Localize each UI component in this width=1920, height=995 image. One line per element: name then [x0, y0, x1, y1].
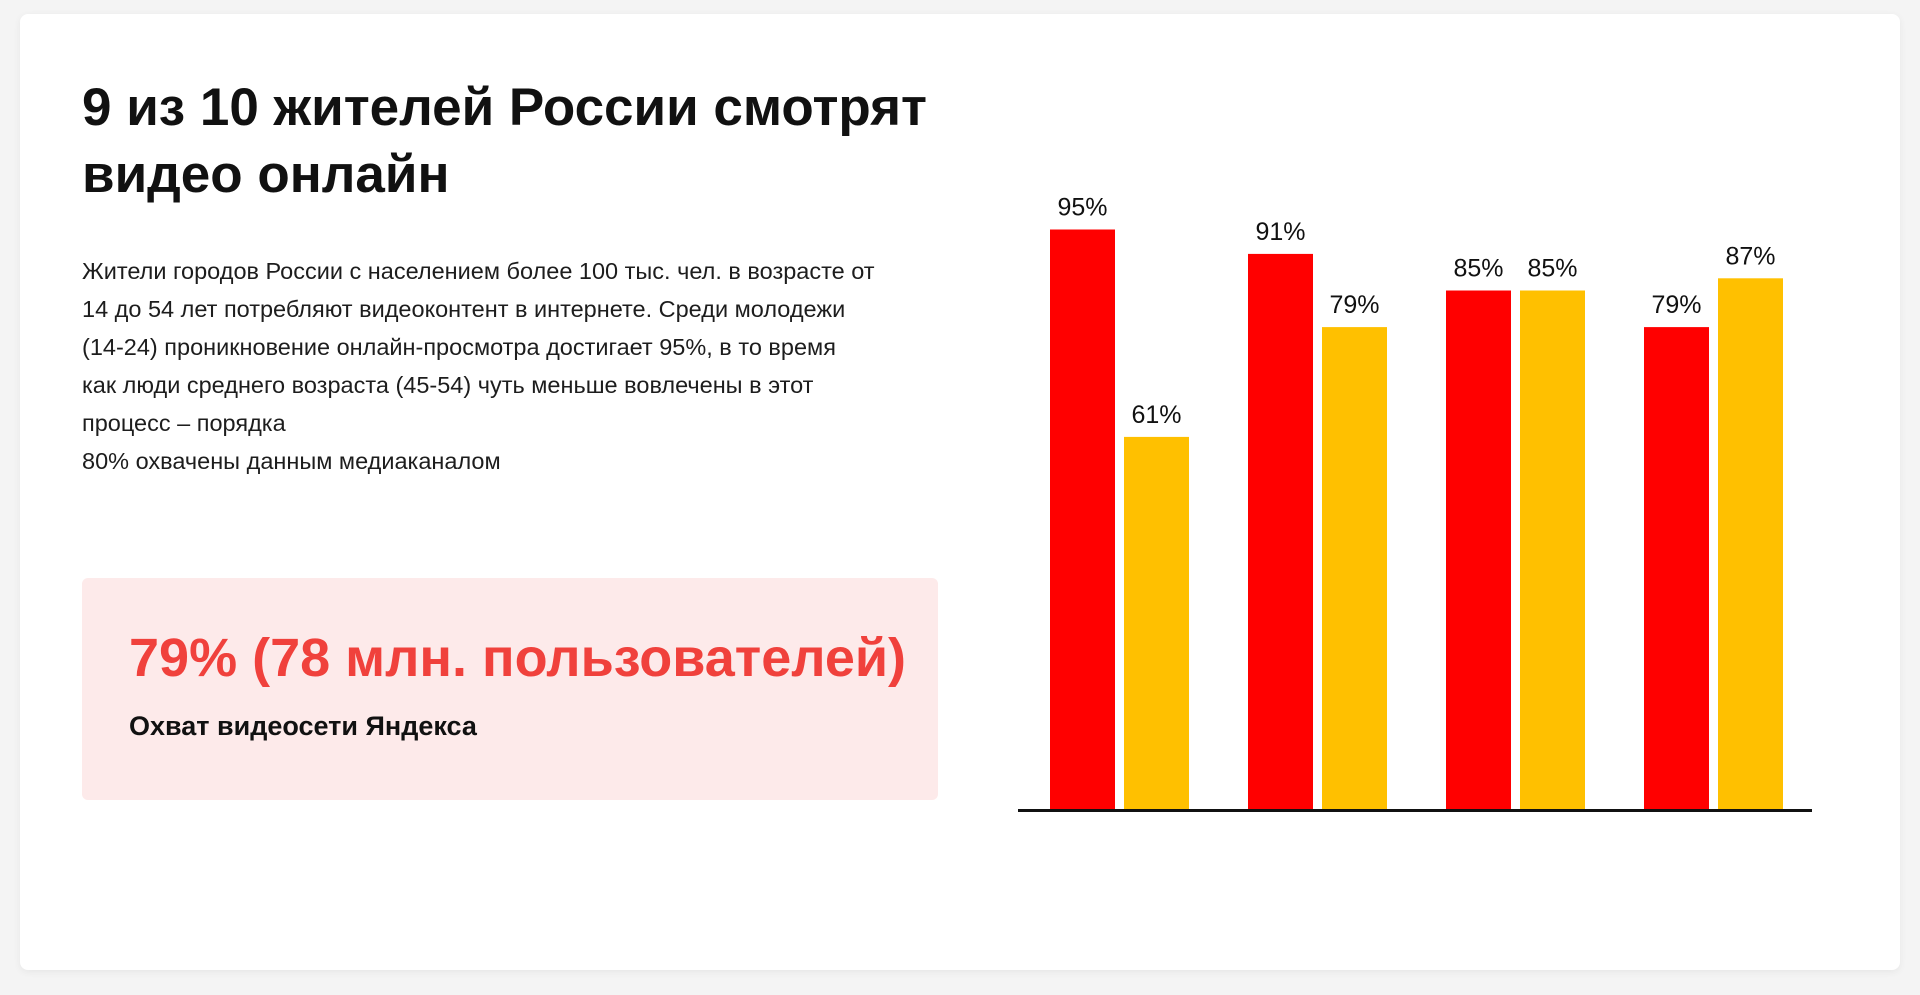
bar-value-label: 85%: [1527, 255, 1577, 283]
description-line: процесс – порядка: [82, 410, 286, 436]
bar-value-label: 87%: [1725, 242, 1775, 270]
bar-value-label: 61%: [1131, 401, 1181, 429]
bar-value-label: 85%: [1453, 255, 1503, 283]
bar-value-label: 91%: [1255, 218, 1305, 246]
description-line: 80% охвачены данным медиаканалом: [82, 448, 501, 474]
bar-value-label: 79%: [1329, 291, 1379, 319]
bar-yellow-4: [1718, 278, 1783, 809]
content-card: 9 из 10 жителей России смотрят видео онл…: [20, 14, 1900, 970]
bar-yellow-3: [1520, 290, 1585, 809]
bar-value-label: 79%: [1651, 291, 1701, 319]
bar-red-3: [1446, 290, 1511, 809]
description-text: Жители городов России с населением более…: [82, 252, 942, 480]
page-title: 9 из 10 жителей России смотрят видео онл…: [82, 78, 927, 204]
bar-red-4: [1644, 327, 1709, 809]
description-line: Жители городов России с населением более…: [82, 258, 875, 284]
highlight-box: 79% (78 млн. пользователей) Охват видеос…: [82, 578, 938, 800]
bar-yellow-1: [1124, 436, 1189, 809]
description-line: как люди среднего возраста (45-54) чуть …: [82, 372, 814, 398]
highlight-value: 79% (78 млн. пользователей): [129, 628, 907, 688]
bar-red-1: [1050, 229, 1115, 809]
bar-yellow-2: [1322, 327, 1387, 809]
description-line: 14 до 54 лет потребляют видеоконтент в и…: [82, 296, 846, 322]
bar-value-label: 95%: [1057, 194, 1107, 222]
description-line: (14-24) проникновение онлайн-просмотра д…: [82, 334, 836, 360]
highlight-label: Охват видеосети Яндекса: [129, 711, 477, 741]
bar-red-2: [1248, 253, 1313, 809]
bar-chart: 95% 91% 85% 79% 61% 79% 85% 87%: [1018, 194, 1812, 812]
